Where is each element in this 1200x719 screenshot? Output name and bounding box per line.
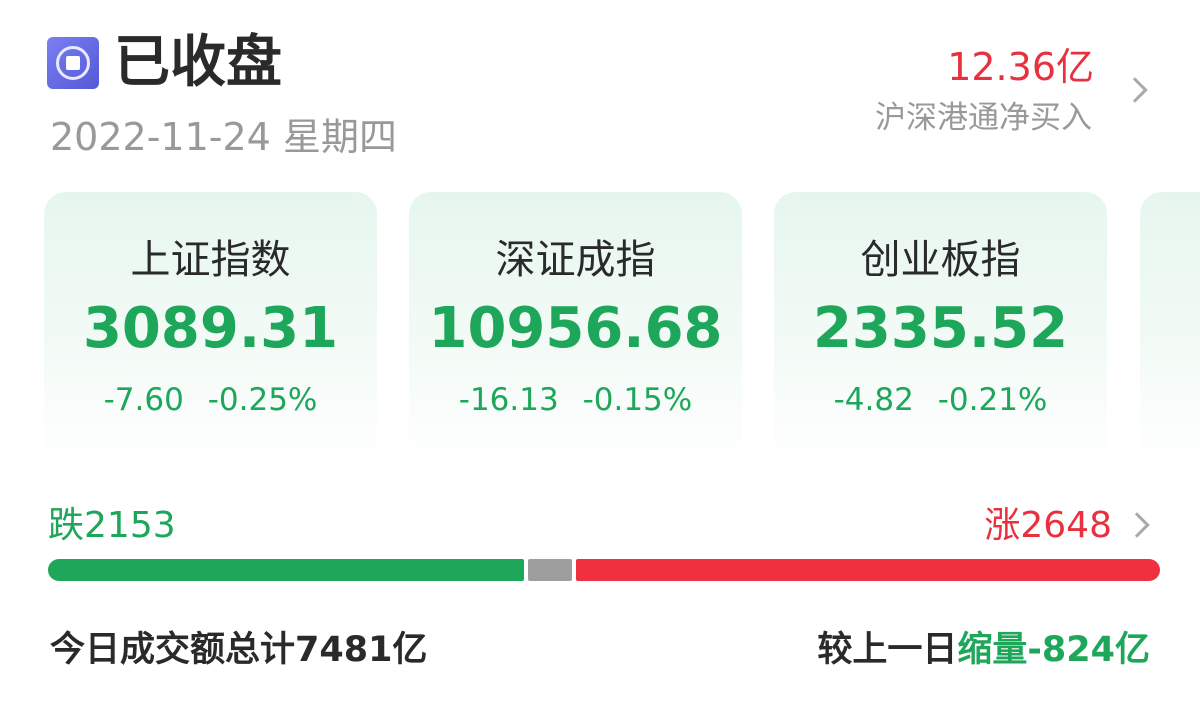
index-name: 创业板指 bbox=[860, 237, 1021, 283]
index-price: 10956.68 bbox=[428, 296, 723, 361]
index-change: -16.13 -0.15% bbox=[409, 380, 742, 420]
index-card-sh[interactable]: 上证指数 3089.31 -7.60 -0.25% bbox=[44, 192, 377, 466]
change-pct: -0.21% bbox=[937, 382, 1048, 418]
change-value: -16.13 bbox=[458, 382, 559, 418]
index-price: 3089.31 bbox=[82, 296, 339, 361]
compare-word: 缩量 bbox=[957, 630, 1028, 670]
change-value: -4.82 bbox=[833, 382, 914, 418]
advancers-count[interactable]: 涨2648 bbox=[984, 504, 1112, 548]
advancers-bar bbox=[576, 559, 1160, 581]
index-change: -4.82 -0.21% bbox=[774, 380, 1107, 420]
decliners-bar bbox=[48, 559, 524, 581]
index-change: -7.60 -0.25% bbox=[44, 380, 377, 420]
market-status: 已收盘 bbox=[114, 30, 282, 95]
flat-bar bbox=[528, 559, 572, 581]
date-text: 2022-11-24 bbox=[50, 115, 271, 159]
compare-label: 较上一日 bbox=[817, 630, 958, 670]
weekday-text: 星期四 bbox=[282, 115, 397, 159]
decliners-count: 跌2153 bbox=[48, 504, 176, 548]
stop-circle-icon bbox=[47, 37, 99, 89]
index-name: 深证成指 bbox=[495, 237, 656, 283]
index-price: 2335.52 bbox=[812, 296, 1069, 361]
turnover-compare: 较上一日缩量-824亿 bbox=[817, 628, 1150, 672]
trade-date: 2022-11-24 星期四 bbox=[50, 114, 397, 160]
index-card-partial[interactable] bbox=[1140, 192, 1200, 466]
change-pct: -0.25% bbox=[207, 382, 318, 418]
change-value: -7.60 bbox=[103, 382, 184, 418]
fall-value: 2153 bbox=[84, 505, 176, 546]
turnover-total: 今日成交额总计7481亿 bbox=[50, 628, 427, 672]
rise-label: 涨 bbox=[984, 505, 1021, 546]
northbound-flow-label[interactable]: 沪深港通净买入 bbox=[875, 100, 1092, 136]
index-name: 上证指数 bbox=[130, 237, 291, 283]
fall-label: 跌 bbox=[48, 505, 85, 546]
turnover-label: 今日成交额总计 bbox=[50, 630, 296, 670]
change-pct: -0.15% bbox=[582, 382, 693, 418]
chevron-right-icon[interactable] bbox=[1124, 512, 1150, 538]
compare-value: -824亿 bbox=[1027, 630, 1150, 670]
turnover-value: 7481亿 bbox=[295, 630, 428, 670]
northbound-flow-value[interactable]: 12.36亿 bbox=[947, 45, 1094, 89]
index-card-sz[interactable]: 深证成指 10956.68 -16.13 -0.15% bbox=[409, 192, 742, 466]
chevron-right-icon[interactable] bbox=[1122, 77, 1148, 103]
rise-value: 2648 bbox=[1020, 505, 1112, 546]
index-card-cyb[interactable]: 创业板指 2335.52 -4.82 -0.21% bbox=[774, 192, 1107, 466]
